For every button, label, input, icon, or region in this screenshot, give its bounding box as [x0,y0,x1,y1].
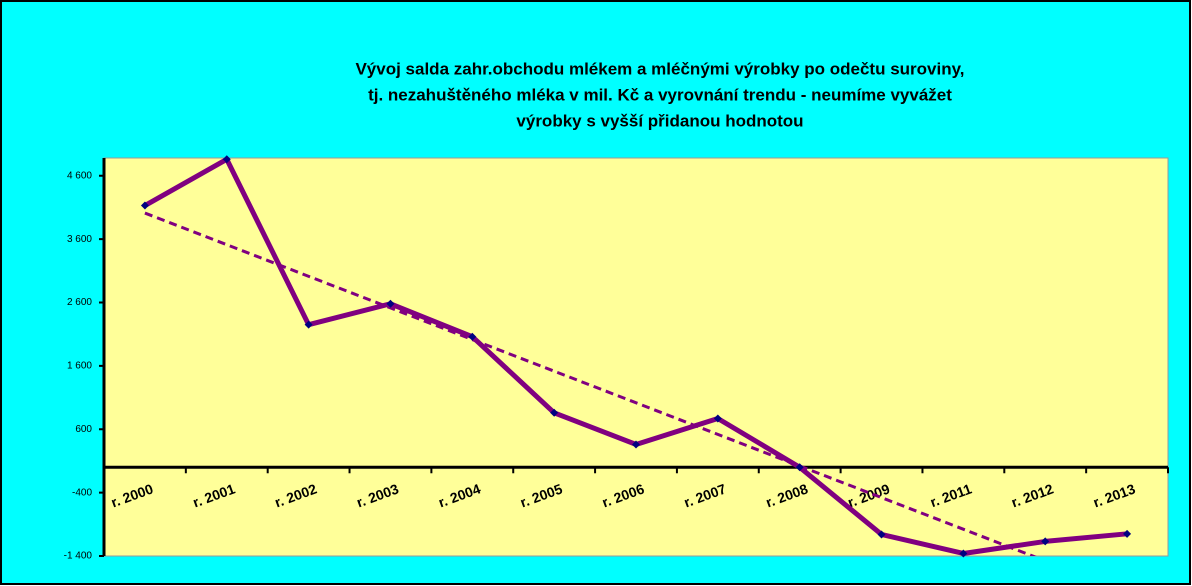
chart-title: výrobky s vyšší přidanou hodnotou [516,111,803,130]
y-tick-label: 4 600 [67,170,92,181]
y-tick-label: 2 600 [67,297,92,308]
data-point [713,414,722,423]
chart-title: Vývoj salda zahr.obchodu mlékem a mléčný… [355,59,964,78]
data-point [632,440,640,449]
data-point [140,201,149,210]
y-tick-label: 600 [75,424,92,435]
data-point [1041,537,1050,546]
plot-area [103,157,1169,557]
chart-title: tj. nezahuštěného mléka v mil. Kč a vyro… [368,85,952,104]
data-point [222,155,231,164]
y-tick-label: 1 600 [67,361,92,372]
data-point [468,332,477,341]
y-tick-label: -1 400 [64,551,93,562]
data-point [1123,529,1132,538]
y-tick-label: -400 [72,487,92,498]
data-point [959,549,968,558]
data-point [304,320,313,329]
y-tick-label: 3 600 [67,234,92,245]
data-point [877,530,886,539]
data-point [795,463,804,472]
data-point [550,408,559,417]
trend-line [144,211,1037,556]
data-point [386,299,395,308]
